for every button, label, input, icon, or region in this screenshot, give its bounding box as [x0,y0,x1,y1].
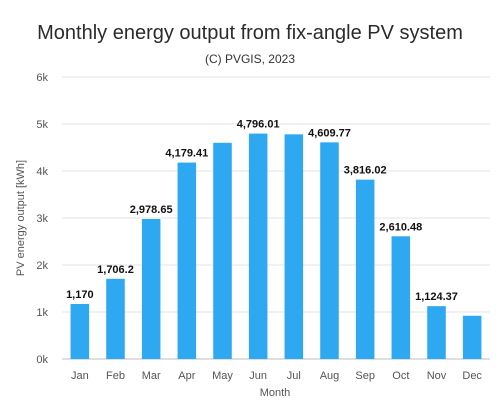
bar-jul [284,134,304,359]
y-tick-label: 6k [36,72,48,84]
bar-oct [391,236,411,359]
x-tick-label-jan: Jan [71,370,89,382]
x-tick-label-oct: Oct [392,370,409,382]
x-tick-label-aug: Aug [320,370,340,382]
bar-jan [70,304,90,359]
x-tick-label-jul: Jul [287,370,301,382]
bar-nov [427,306,446,359]
y-tick-label: 1k [36,307,48,319]
bar-apr [177,162,197,359]
y-tick-label: 4k [36,166,48,178]
y-tick-label: 3k [36,213,48,225]
bar-feb [106,278,125,359]
chart-subtitle: (C) PVGIS, 2023 [204,52,296,66]
x-tick-label-dec: Dec [462,370,482,382]
x-tick-label-sep: Sep [355,370,375,382]
y-tick-label: 0k [36,354,48,366]
y-axis-label: PV energy output [kWh] [15,160,27,276]
bar-jun [248,133,268,359]
y-tick-label: 5k [36,119,48,131]
bar-dec [462,315,482,359]
data-label-sep: 3,816.02 [344,165,387,177]
x-tick-label-jun: Jun [249,370,267,382]
x-axis-label: Month [260,387,291,399]
bar-mar [141,219,161,359]
bar-may [213,142,232,359]
data-label-oct: 2,610.48 [379,221,422,233]
bar-sep [355,179,375,359]
x-tick-label-feb: Feb [106,370,125,382]
data-label-nov: 1,124.37 [415,291,458,303]
bar-aug [320,142,339,359]
data-label-feb: 1,706.2 [97,264,134,276]
data-label-mar: 2,978.65 [130,204,173,216]
chart-title: Monthly energy output from fix-angle PV … [37,22,463,44]
x-tick-label-apr: Apr [178,370,195,382]
x-tick-label-may: May [212,370,233,382]
data-label-apr: 4,179.41 [165,148,208,160]
x-tick-label-nov: Nov [427,370,447,382]
data-label-jun: 4,796.01 [237,119,280,131]
x-tick-label-mar: Mar [142,370,161,382]
y-tick-label: 2k [36,260,48,272]
data-label-aug: 4,609.77 [308,127,351,139]
data-label-jan: 1,170 [66,289,94,301]
